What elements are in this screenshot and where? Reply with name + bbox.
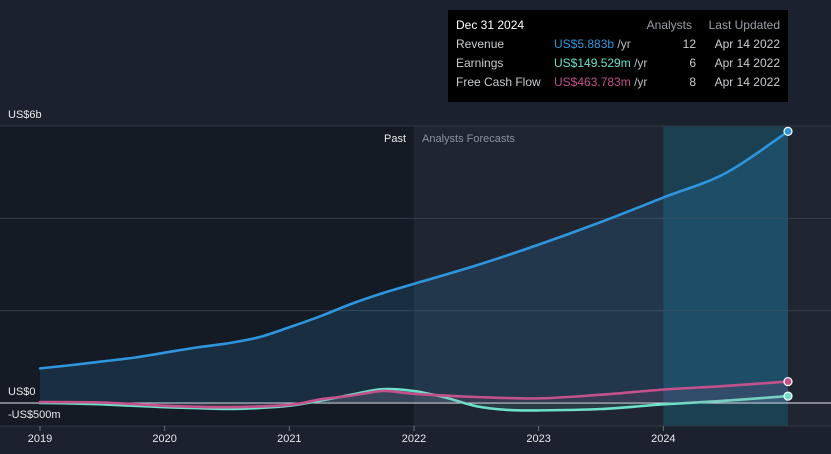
tooltip-row-analysts: 8 — [689, 75, 696, 89]
x-tick-label: 2020 — [152, 433, 176, 445]
x-tick-label: 2024 — [651, 433, 675, 445]
earnings-area — [40, 388, 788, 411]
tooltip-row-label: Earnings — [456, 56, 504, 70]
tooltip-row-label: Revenue — [456, 37, 505, 51]
revenue-area — [40, 131, 788, 404]
series-layer — [38, 130, 790, 412]
tooltip-row-value: US$5.883b /yr — [554, 35, 631, 54]
revenue-end-point[interactable] — [783, 126, 793, 137]
free_cash_flow-line — [38, 380, 790, 409]
x-tick-label: 2021 — [277, 433, 301, 445]
x-tick-label: 2022 — [402, 433, 426, 445]
y-tick-label: -US$500m — [8, 409, 61, 421]
revenue-line — [38, 130, 790, 370]
tooltip-row-analysts: 12 — [682, 37, 696, 51]
tooltip-header: Dec 31 2024 Analysts Last Updated — [456, 16, 780, 35]
y-tick-label: US$0 — [8, 386, 36, 398]
x-tick-label: 2019 — [28, 433, 52, 445]
tooltip-title: Dec 31 2024 — [456, 18, 525, 32]
tooltip: Dec 31 2024 Analysts Last Updated Revenu… — [448, 10, 788, 102]
x-tick-label: 2023 — [526, 433, 550, 445]
tooltip-row-updated: Apr 14 2022 — [714, 75, 780, 89]
tooltip-row-revenue: Revenue US$5.883b /yr 12 Apr 14 2022 — [456, 35, 780, 54]
revenue-value: US$5.883b — [554, 37, 615, 51]
tooltip-col-analysts: Analysts — [646, 18, 692, 32]
tooltip-row-updated: Apr 14 2022 — [714, 56, 780, 70]
tooltip-row-updated: Apr 14 2022 — [714, 37, 780, 51]
x-axis-labels: 2019 2020 2021 2022 2023 2024 — [28, 426, 676, 445]
earnings-value: US$149.529m — [554, 56, 631, 70]
tooltip-row-value: US$463.783m /yr — [554, 73, 647, 92]
y-tick-label: US$6b — [8, 109, 42, 121]
past-region — [0, 126, 414, 426]
forecast-label: Analysts Forecasts — [422, 133, 515, 145]
revenue-unit: /yr — [617, 37, 631, 51]
tooltip-col-updated: Last Updated — [708, 18, 780, 32]
tooltip-row-earnings: Earnings US$149.529m /yr 6 Apr 14 2022 — [456, 54, 780, 73]
tooltip-row-analysts: 6 — [689, 56, 696, 70]
tooltip-row-value: US$149.529m /yr — [554, 54, 647, 73]
highlight-band — [663, 126, 788, 426]
end-points — [783, 126, 793, 401]
fcf-value: US$463.783m — [554, 75, 631, 89]
y-axis-labels: US$6b US$0 -US$500m — [8, 109, 61, 421]
free_cash_flow-end-point[interactable] — [783, 376, 793, 387]
tooltip-row-fcf: Free Cash Flow US$463.783m /yr 8 Apr 14 … — [456, 73, 780, 92]
tooltip-row-label: Free Cash Flow — [456, 75, 541, 89]
earnings-end-point[interactable] — [783, 391, 793, 401]
earnings-unit: /yr — [634, 56, 648, 70]
fcf-unit: /yr — [634, 75, 648, 89]
past-label: Past — [384, 133, 406, 145]
